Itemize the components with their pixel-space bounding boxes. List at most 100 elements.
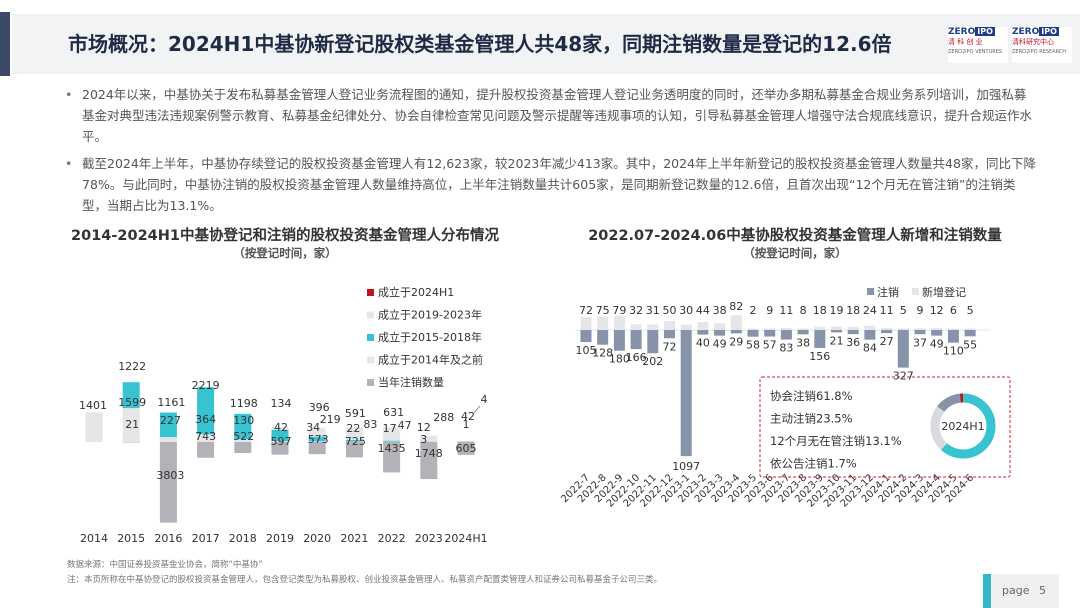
legend-swatch <box>367 379 374 386</box>
cancel-bar <box>457 442 475 455</box>
bar-segment <box>308 428 326 437</box>
new-reg-label: 50 <box>663 304 677 317</box>
data-label: 725 <box>345 435 366 448</box>
new-reg-label: 11 <box>779 304 793 317</box>
page-accent <box>983 574 991 608</box>
x-tick-label: 2016 <box>154 532 182 545</box>
legend-label: 成立于2024H1 <box>378 285 454 299</box>
cancel-label: 202 <box>642 355 663 368</box>
cancel-label: 49 <box>930 338 944 351</box>
left-bar-chart: 2014 2015 2016 2017 2018 2019 2020 2021 2022 2023… <box>79 285 488 545</box>
x-tick-label: 2017 <box>192 532 220 545</box>
new-reg-label: 18 <box>846 304 860 317</box>
new-reg-label: 38 <box>713 304 727 317</box>
new-reg-bar <box>647 324 659 330</box>
cancel-label: 21 <box>830 334 844 347</box>
bar-segment <box>271 441 289 442</box>
data-label: 1435 <box>378 442 406 455</box>
data-label: 605 <box>456 442 477 455</box>
inset-label: 协会注销61.8% <box>770 389 853 403</box>
legend-swatch <box>367 356 374 364</box>
cancel-label: 83 <box>779 342 793 355</box>
data-label: 219 <box>320 413 341 426</box>
data-label: 743 <box>195 430 216 443</box>
cancel-bar <box>814 330 826 348</box>
new-reg-label: 19 <box>830 304 844 317</box>
new-reg-label: 5 <box>967 304 974 317</box>
cancel-bar <box>680 330 692 457</box>
data-label: 364 <box>195 413 216 426</box>
new-reg-bar <box>747 328 759 330</box>
data-label: 1161 <box>157 396 185 409</box>
bar-segment <box>457 441 475 442</box>
new-reg-bar <box>680 324 692 330</box>
cancel-bar <box>420 442 438 480</box>
page-label: page <box>1002 584 1030 597</box>
bar-segment <box>159 437 177 442</box>
legend-label: 新增登记 <box>922 285 966 299</box>
data-label: 1222 <box>118 360 146 373</box>
new-reg-label: 6 <box>950 304 957 317</box>
legend-swatch <box>367 334 374 341</box>
new-reg-bar <box>814 326 826 330</box>
data-label: 134 <box>271 397 292 410</box>
cancel-bar <box>780 330 792 340</box>
legend-swatch <box>912 288 919 295</box>
bar-segment <box>122 382 140 409</box>
cancel-label: 58 <box>746 339 760 352</box>
inset-box <box>759 376 1011 478</box>
cancel-label: 36 <box>846 336 860 349</box>
data-label: 1599 <box>118 396 146 409</box>
legend-label: 成立于2019-2023年 <box>378 308 482 322</box>
legend-label: 成立于2014年及之前 <box>378 353 483 367</box>
data-label: 83 <box>363 418 377 431</box>
cancel-label: 1097 <box>672 460 700 473</box>
new-reg-bar <box>597 316 609 330</box>
data-label: 227 <box>160 414 181 427</box>
left-chart-subtitle: （按登记时间，家） <box>233 246 337 260</box>
bullet-item: 2024年以来，中基协关于发布私募基金管理人登记业务流程图的通知，提升股权投资基… <box>62 84 1037 147</box>
new-reg-bar <box>964 328 976 330</box>
data-label: 3 <box>420 433 427 446</box>
data-label: 288 <box>433 411 454 424</box>
new-reg-label: 11 <box>880 304 894 317</box>
title-band <box>12 14 1080 74</box>
new-reg-label: 44 <box>696 304 710 317</box>
x-tick-label: 2021 <box>340 532 368 545</box>
data-label: 396 <box>309 401 330 414</box>
legend-swatch <box>867 288 874 295</box>
summary-bullets: 2024年以来，中基协关于发布私募基金管理人登记业务流程图的通知，提升股权投资基… <box>62 84 1037 222</box>
inset-label: 主动注销23.5% <box>770 412 853 426</box>
cancel-bar <box>881 330 893 334</box>
cancel-label: 57 <box>763 339 777 352</box>
cancel-bar <box>234 442 252 454</box>
data-label: 21 <box>125 418 139 431</box>
bar-segment <box>271 429 289 442</box>
data-label: 42 <box>274 421 288 434</box>
cancel-label: 37 <box>913 336 927 349</box>
data-label: 1748 <box>415 447 443 460</box>
cancel-bar <box>897 330 909 368</box>
cancel-bar <box>964 330 976 337</box>
right-chart-title: 2022.07-2024.06中基协股权投资基金管理人新增和注销数量 <box>588 228 1002 244</box>
zero2ipo-research-logo: ZERO IPO 清科研究中心 ZERO2IPO RESEARCH <box>1012 27 1072 63</box>
new-reg-label: 5 <box>900 304 907 317</box>
new-reg-label: 32 <box>629 304 643 317</box>
new-reg-bar <box>764 328 776 330</box>
data-label: 522 <box>233 430 254 443</box>
x-tick-label: 2022 <box>378 532 406 545</box>
cancel-bar <box>308 442 326 455</box>
cancel-label: 327 <box>893 370 914 383</box>
data-label: 3803 <box>156 469 184 482</box>
bar-segment <box>345 427 363 440</box>
cancel-bar <box>747 330 759 337</box>
cancel-label: 49 <box>713 338 727 351</box>
inset-label: 依公告注销1.7% <box>770 457 857 471</box>
cancel-bar <box>597 330 609 345</box>
cancel-label: 128 <box>592 347 613 360</box>
cancel-bar <box>931 330 943 336</box>
cancel-bar <box>345 442 363 458</box>
bar-segment <box>197 434 215 442</box>
leader-line <box>472 405 481 415</box>
data-label: 12 <box>417 421 431 434</box>
